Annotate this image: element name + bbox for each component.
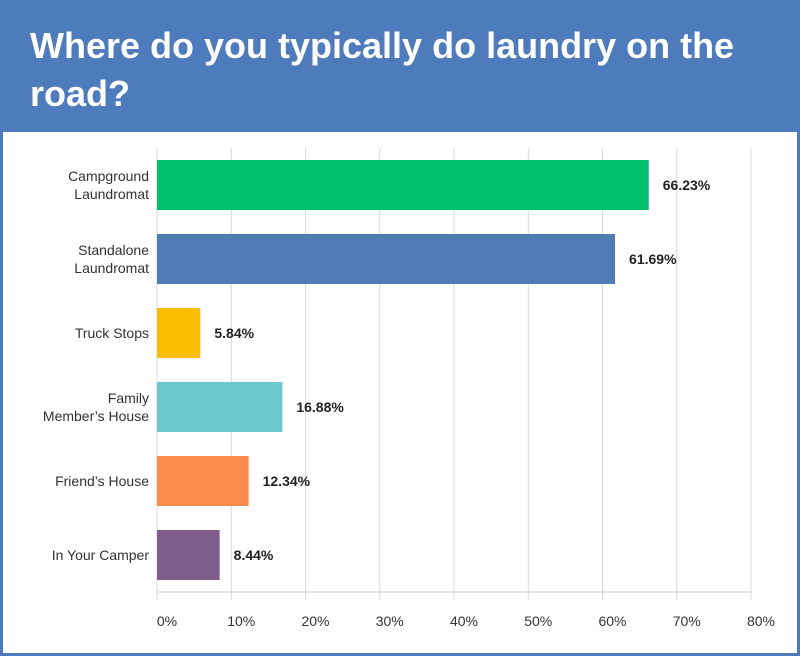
category-label: Campground — [68, 168, 149, 184]
bar — [157, 382, 283, 432]
bar-chart: 0% 10% 20% 30% 40% 50% 60% 70% 80% Campground Laun… — [43, 148, 775, 629]
category-label: Friend’s House — [55, 473, 149, 489]
value-label: 5.84% — [214, 325, 254, 341]
category-label: Laundromat — [74, 186, 149, 202]
bar — [157, 456, 249, 506]
x-tick-label: 50% — [524, 613, 552, 629]
x-tick-label: 20% — [301, 613, 329, 629]
value-label: 16.88% — [296, 399, 344, 415]
value-label: 61.69% — [629, 251, 677, 267]
bar — [157, 234, 616, 284]
category-label: Family — [108, 390, 149, 406]
category-label: Member’s House — [43, 408, 149, 424]
category-label: Standalone — [78, 242, 149, 258]
value-label: 8.44% — [234, 547, 274, 563]
x-tick-label: 60% — [598, 613, 626, 629]
x-tick-label: 10% — [227, 613, 255, 629]
category-label: Truck Stops — [75, 325, 149, 341]
chart-panel: 0% 10% 20% 30% 40% 50% 60% 70% 80% Campground Laun… — [3, 132, 797, 653]
value-label: 66.23% — [663, 177, 711, 193]
x-tick-label: 30% — [376, 613, 404, 629]
bar — [157, 308, 201, 358]
bar — [157, 530, 220, 580]
bar — [157, 160, 649, 210]
category-label: In Your Camper — [52, 547, 150, 563]
chart-title: Where do you typically do laundry on the… — [30, 25, 735, 114]
x-tick-label: 70% — [673, 613, 701, 629]
x-tick-label: 0% — [157, 613, 177, 629]
value-label: 12.34% — [263, 473, 311, 489]
x-tick-label: 40% — [450, 613, 478, 629]
x-tick-label: 80% — [747, 613, 775, 629]
category-label: Laundromat — [74, 260, 149, 276]
